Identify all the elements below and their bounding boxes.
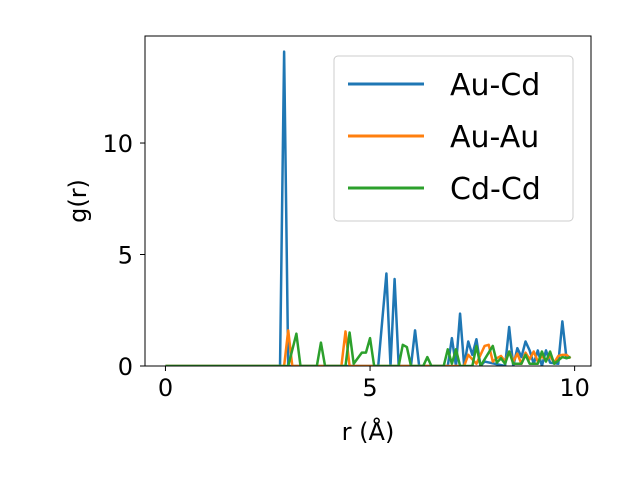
x-tick-label: 5 bbox=[362, 374, 377, 402]
y-axis-label: g(r) bbox=[64, 179, 92, 223]
legend-box bbox=[333, 55, 574, 222]
plot-frame bbox=[144, 35, 592, 367]
x-tick-label: 10 bbox=[559, 374, 590, 402]
legend-label-cd-cd: Cd-Cd bbox=[450, 172, 541, 207]
y-tick-label: 0 bbox=[118, 353, 133, 381]
legend-label-au-au: Au-Au bbox=[450, 120, 539, 155]
x-axis-label: r (Å) bbox=[342, 417, 395, 446]
y-tick-label: 5 bbox=[118, 242, 133, 270]
series-line-cd-cd bbox=[165, 331, 571, 366]
series-layer bbox=[165, 50, 572, 366]
legend: Au-Cd Au-Au Cd-Cd bbox=[333, 55, 574, 222]
series-line-au-cd bbox=[165, 50, 571, 366]
x-tick-label: 0 bbox=[158, 374, 173, 402]
legend-label-au-cd: Au-Cd bbox=[450, 68, 540, 103]
ticks-layer: 0 5 10 0 5 10 bbox=[102, 130, 589, 402]
y-tick-label: 10 bbox=[102, 130, 133, 158]
